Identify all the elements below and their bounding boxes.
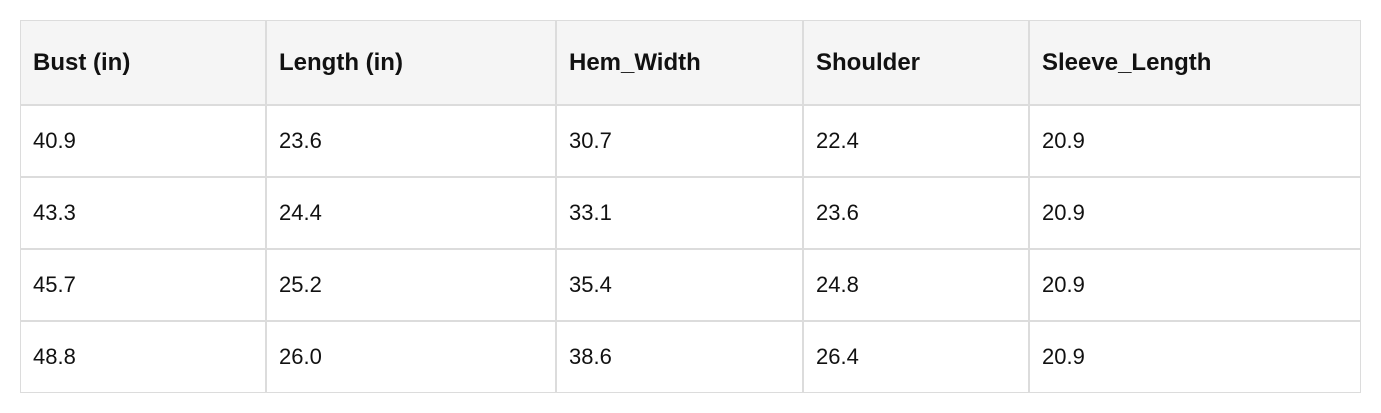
table-cell: 25.2 [266, 249, 556, 321]
table-row: 48.8 26.0 38.6 26.4 20.9 [20, 321, 1361, 393]
table-cell: 22.4 [803, 105, 1029, 177]
size-table: Bust (in) Length (in) Hem_Width Shoulder Sle… [20, 20, 1361, 393]
table-row: 40.9 23.6 30.7 22.4 20.9 [20, 105, 1361, 177]
table-cell: 26.4 [803, 321, 1029, 393]
table-cell: 43.3 [20, 177, 266, 249]
table-cell: 20.9 [1029, 321, 1361, 393]
header-row: Bust (in) Length (in) Hem_Width Shoulder Sle… [20, 20, 1361, 105]
table-cell: 35.4 [556, 249, 803, 321]
table-body: 40.9 23.6 30.7 22.4 20.9 43.3 24.4 33.1 23.6 20.9… [20, 105, 1361, 393]
table-cell: 40.9 [20, 105, 266, 177]
header-cell: Sleeve_Length [1029, 20, 1361, 105]
header-cell: Bust (in) [20, 20, 266, 105]
header-cell: Hem_Width [556, 20, 803, 105]
table-cell: 26.0 [266, 321, 556, 393]
table-cell: 38.6 [556, 321, 803, 393]
header-cell: Shoulder [803, 20, 1029, 105]
table-row: 43.3 24.4 33.1 23.6 20.9 [20, 177, 1361, 249]
table-cell: 24.8 [803, 249, 1029, 321]
table-cell: 23.6 [266, 105, 556, 177]
table-cell: 20.9 [1029, 105, 1361, 177]
table-cell: 23.6 [803, 177, 1029, 249]
table-cell: 24.4 [266, 177, 556, 249]
table-cell: 48.8 [20, 321, 266, 393]
table-cell: 20.9 [1029, 177, 1361, 249]
table-cell: 45.7 [20, 249, 266, 321]
table-cell: 20.9 [1029, 249, 1361, 321]
header-cell: Length (in) [266, 20, 556, 105]
table-cell: 30.7 [556, 105, 803, 177]
table-cell: 33.1 [556, 177, 803, 249]
table-head: Bust (in) Length (in) Hem_Width Shoulder Sle… [20, 20, 1361, 105]
table-row: 45.7 25.2 35.4 24.8 20.9 [20, 249, 1361, 321]
